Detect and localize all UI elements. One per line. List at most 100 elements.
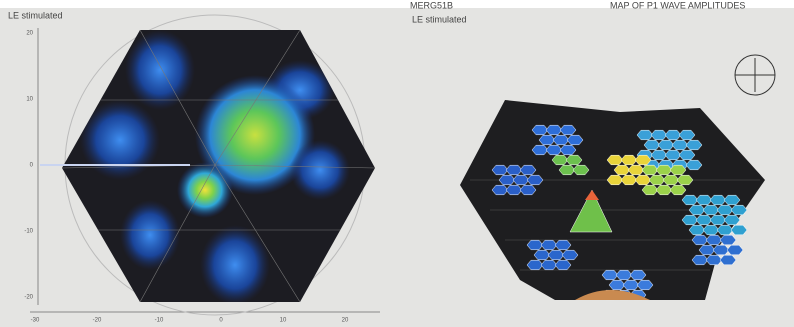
cell — [681, 194, 699, 206]
cell — [671, 139, 689, 151]
cell — [681, 214, 699, 226]
cell — [636, 129, 654, 141]
blob — [200, 225, 270, 302]
cell — [620, 154, 638, 166]
x-tick-label: -30 — [31, 318, 40, 324]
cell — [705, 254, 723, 266]
cells — [491, 124, 748, 301]
x-tick-label: -20 — [93, 318, 102, 324]
cell — [608, 279, 626, 291]
cell — [688, 204, 706, 216]
cell — [702, 204, 720, 216]
cell — [709, 214, 727, 226]
cell — [547, 249, 565, 261]
cell — [554, 239, 572, 251]
cell — [685, 159, 703, 171]
cell — [698, 244, 716, 256]
y-tick-label: 20 — [26, 31, 33, 37]
cell — [551, 154, 569, 166]
cell — [519, 184, 537, 196]
cell — [531, 144, 549, 156]
cell — [650, 129, 668, 141]
cell — [505, 164, 523, 176]
cell — [730, 204, 748, 216]
cell — [615, 269, 633, 281]
y-tick-label: 10 — [26, 97, 33, 103]
cell — [657, 139, 675, 151]
cell — [526, 239, 544, 251]
cell — [695, 194, 713, 206]
x-tick-label: -10 — [155, 318, 164, 324]
cell — [688, 224, 706, 236]
cell — [545, 144, 563, 156]
cell — [691, 234, 709, 246]
blob — [290, 140, 350, 200]
left-label: LE stimulated — [8, 10, 63, 20]
cell — [613, 164, 631, 176]
blob — [120, 200, 180, 270]
blob — [80, 100, 160, 180]
cell — [678, 149, 696, 161]
cell — [705, 234, 723, 246]
cell — [634, 154, 652, 166]
cell — [538, 134, 556, 146]
cell — [669, 184, 687, 196]
cell — [606, 154, 624, 166]
cell — [622, 279, 640, 291]
cell — [634, 174, 652, 186]
x-tick-label: 20 — [342, 318, 349, 324]
cell — [531, 124, 549, 136]
cell — [678, 129, 696, 141]
cell — [554, 259, 572, 271]
cell — [558, 164, 576, 176]
cell — [606, 174, 624, 186]
cell — [636, 279, 654, 291]
cell — [491, 164, 509, 176]
cell — [505, 184, 523, 196]
cell — [643, 139, 661, 151]
right-plot-label: LE stimulated — [412, 14, 467, 24]
cell — [676, 174, 694, 186]
x-tick-label: 0 — [219, 318, 223, 324]
cell — [559, 144, 577, 156]
cell — [526, 174, 544, 186]
peak-base — [575, 290, 650, 300]
cell — [566, 134, 584, 146]
y-tick-label: -20 — [24, 295, 33, 301]
spokes — [62, 30, 375, 302]
cell — [702, 224, 720, 236]
cell — [629, 269, 647, 281]
cell — [498, 174, 516, 186]
cell — [572, 164, 590, 176]
cell — [526, 259, 544, 271]
cell — [685, 139, 703, 151]
cell — [662, 174, 680, 186]
cell — [655, 184, 673, 196]
orientation-icon — [734, 54, 776, 96]
cell — [552, 134, 570, 146]
y-tick-label: 0 — [30, 163, 34, 169]
blob — [177, 162, 233, 218]
cell — [641, 164, 659, 176]
cell — [726, 244, 744, 256]
cell — [565, 154, 583, 166]
cell — [669, 164, 687, 176]
cell — [561, 249, 579, 261]
cell — [716, 224, 734, 236]
cell — [723, 214, 741, 226]
cell — [491, 184, 509, 196]
cell — [648, 174, 666, 186]
cell — [709, 194, 727, 206]
cell — [691, 254, 709, 266]
cell — [723, 194, 741, 206]
y-tick-label: -10 — [24, 229, 33, 235]
cell — [559, 124, 577, 136]
cell — [641, 184, 659, 196]
cell — [533, 249, 551, 261]
cell — [695, 214, 713, 226]
cell — [716, 204, 734, 216]
right-title: MAP OF P1 WAVE AMPLITUDES — [610, 0, 745, 10]
cell — [719, 254, 737, 266]
